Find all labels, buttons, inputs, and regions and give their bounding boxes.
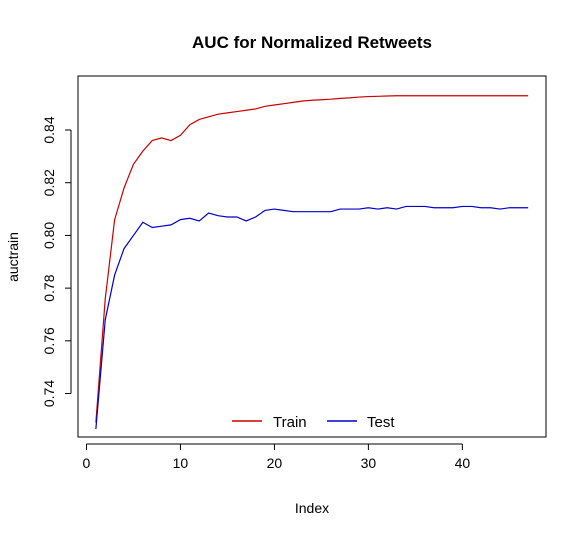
- y-tick-label: 0.74: [41, 380, 57, 407]
- series-line-test: [95, 205, 529, 430]
- x-tick-label: 30: [361, 455, 377, 471]
- y-tick-label: 0.82: [41, 169, 57, 196]
- y-axis-label: auctrain: [5, 232, 21, 282]
- y-tick-label: 0.84: [41, 116, 57, 143]
- x-tick-label: 0: [83, 455, 91, 471]
- legend-label-test: Test: [367, 414, 395, 431]
- legend: Train Test: [232, 414, 395, 431]
- y-tick-label: 0.78: [41, 274, 57, 301]
- series-group: [95, 95, 529, 430]
- axes: 0 10 20 30 40 0.74 0.76 0.78 0.80 0.82 0.84: [41, 116, 470, 471]
- x-axis-label: Index: [295, 500, 329, 516]
- y-tick-label: 0.80: [41, 222, 57, 249]
- chart-title: AUC for Normalized Retweets: [192, 33, 432, 52]
- plot-area: [77, 75, 547, 438]
- x-tick-label: 40: [455, 455, 471, 471]
- x-tick-label: 10: [173, 455, 189, 471]
- x-tick-label: 20: [267, 455, 283, 471]
- y-tick-label: 0.76: [41, 327, 57, 354]
- series-line-train: [95, 95, 529, 423]
- legend-label-train: Train: [273, 414, 307, 431]
